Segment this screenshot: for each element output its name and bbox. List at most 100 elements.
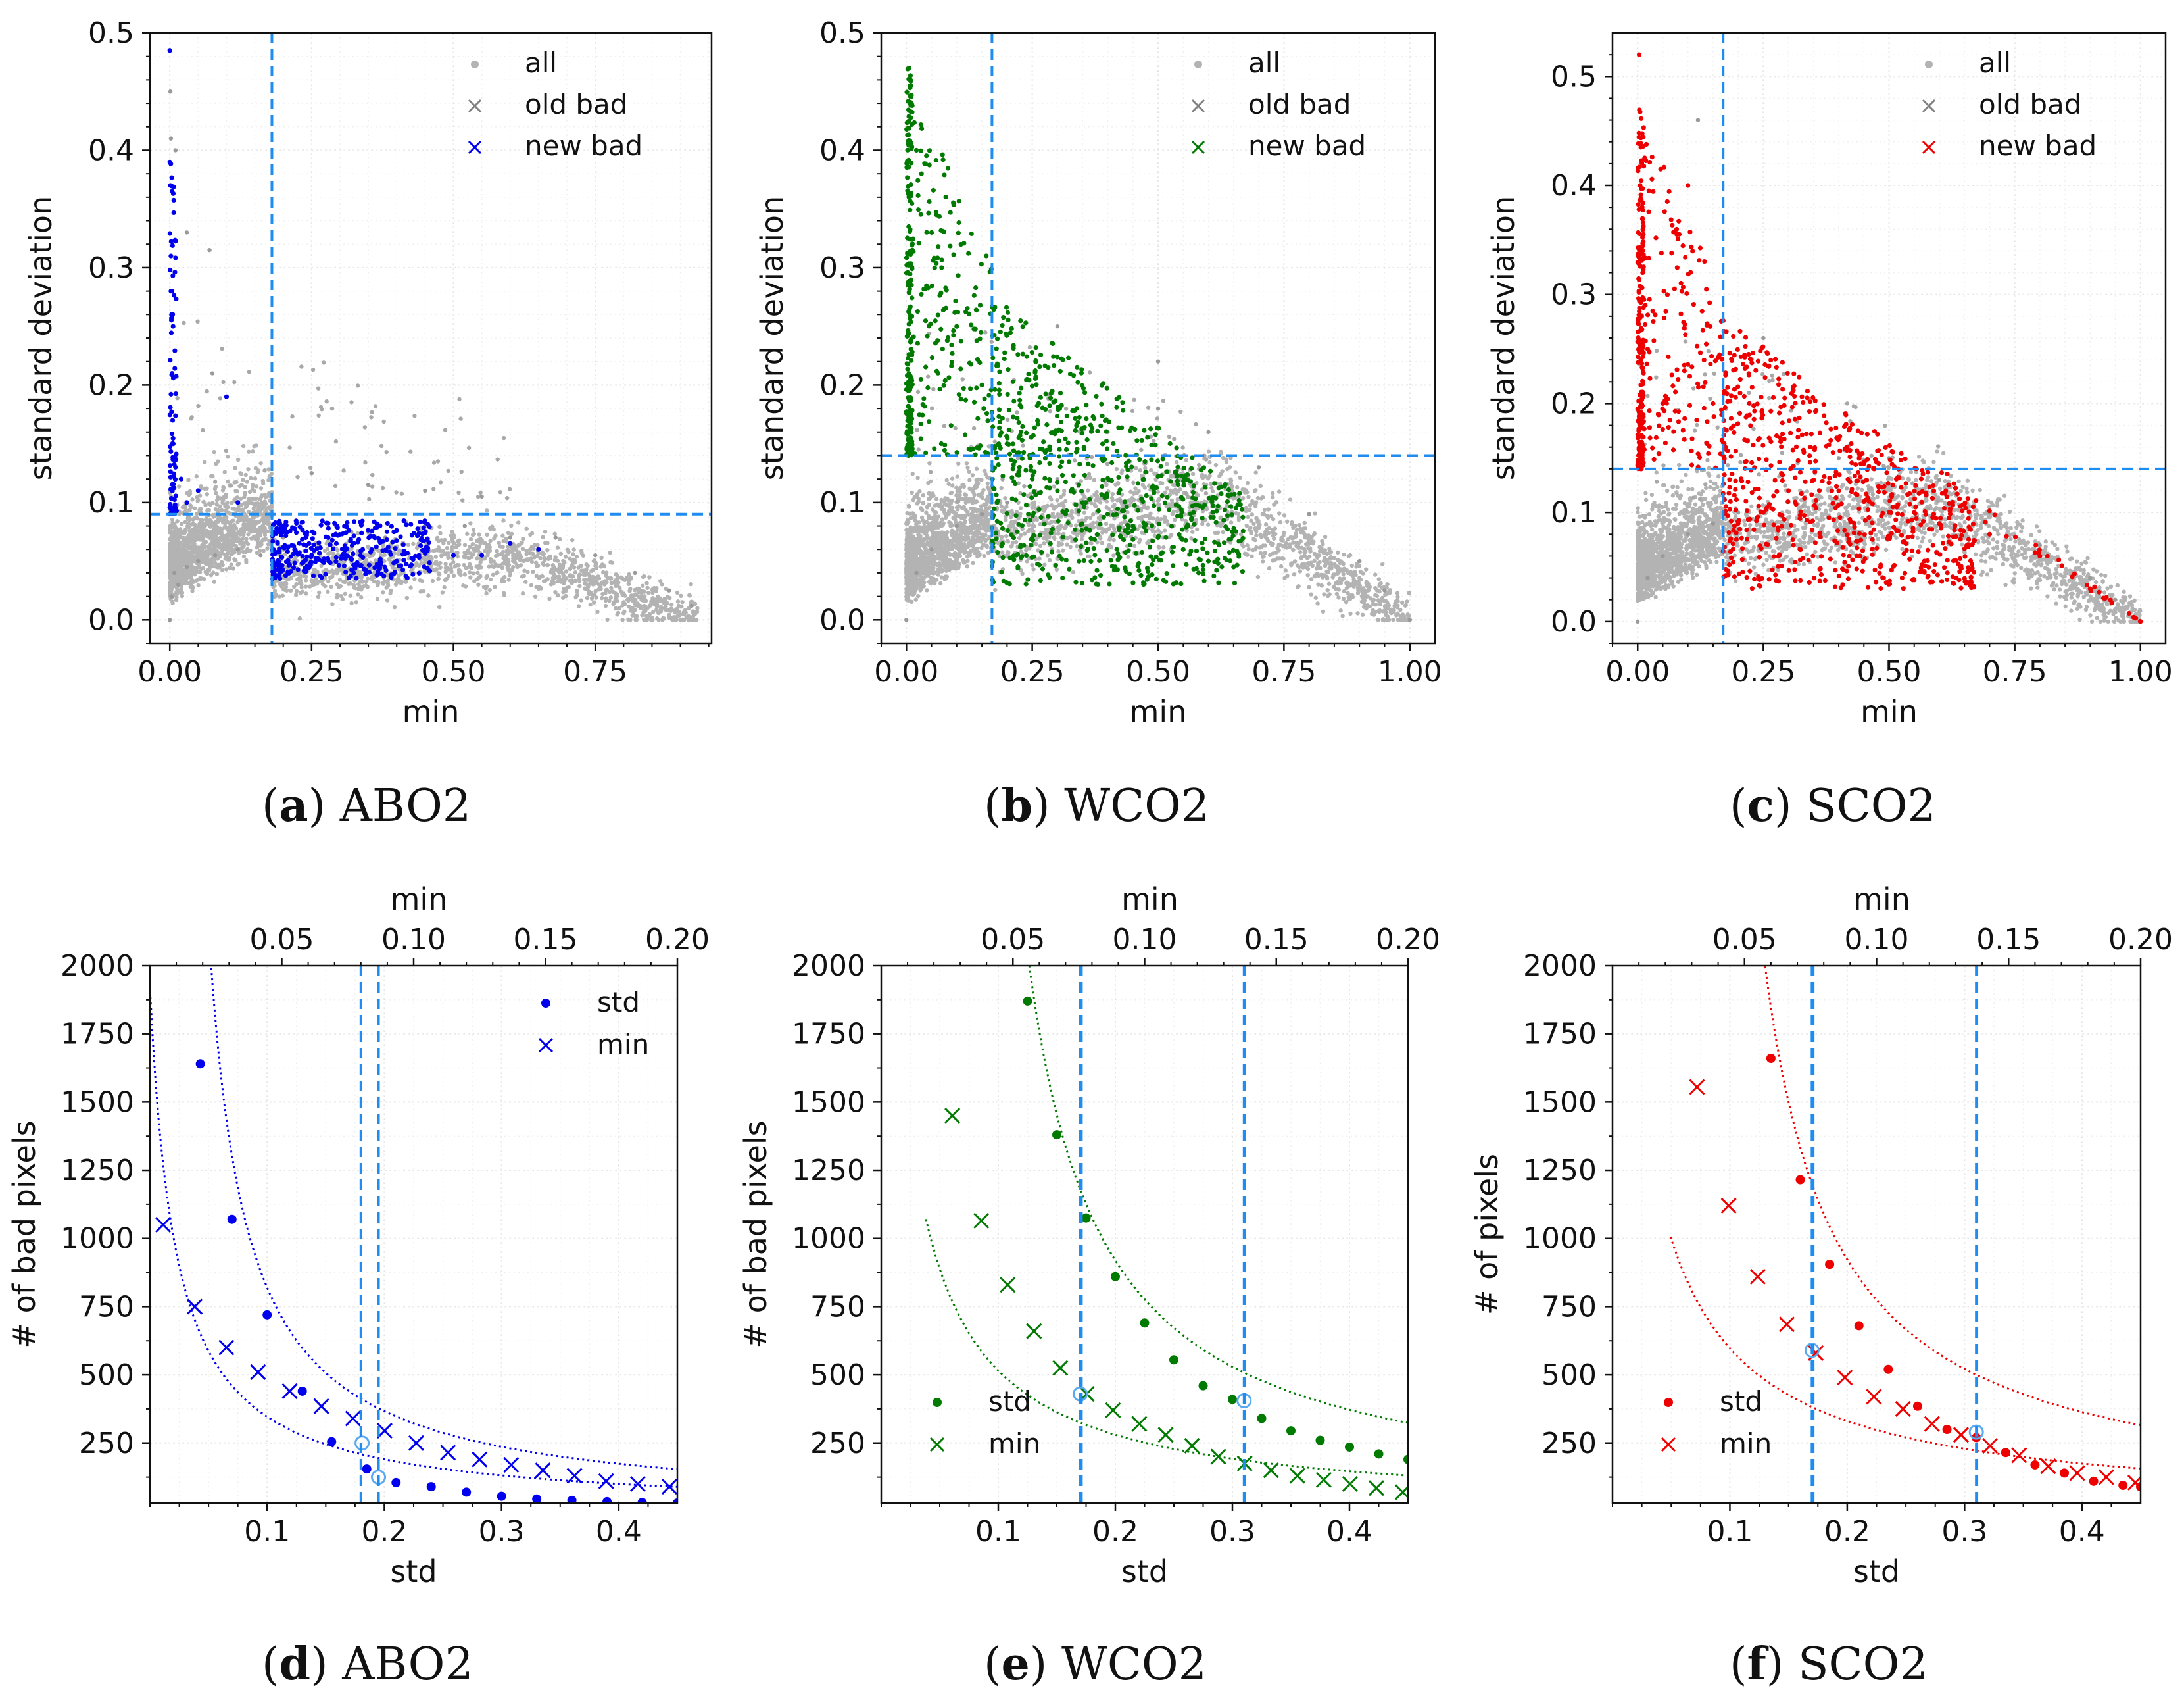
data-point-all: [488, 538, 493, 543]
data-point-all: [938, 566, 942, 570]
data-point-all: [506, 578, 511, 582]
data-point-new-bad: [383, 548, 389, 553]
data-point-new-bad: [293, 548, 298, 553]
x-axis-label: min: [402, 694, 460, 729]
data-point-all: [525, 551, 530, 556]
data-point-new-bad: [235, 500, 241, 505]
data-point-all: [462, 543, 468, 547]
data-point-all: [942, 559, 948, 564]
data-point-all: [984, 502, 989, 507]
data-point-all: [201, 558, 205, 562]
data-point-all: [692, 601, 698, 606]
data-point-all: [318, 405, 324, 410]
data-point-all: [355, 531, 360, 536]
data-point-all: [176, 582, 181, 587]
data-point-all: [488, 556, 493, 562]
data-point-all: [1110, 491, 1115, 497]
data-point-new-bad: [320, 558, 325, 564]
data-point-all: [493, 585, 497, 589]
data-point-all: [340, 597, 345, 602]
data-point-all: [986, 444, 991, 449]
data-point-all: [566, 585, 571, 589]
data-point-all: [367, 497, 372, 502]
data-point-new-bad: [184, 500, 189, 505]
data-point-all: [938, 581, 943, 586]
data-point-all: [1044, 527, 1049, 532]
data-point-all: [592, 600, 596, 605]
data-point-all: [192, 506, 197, 510]
data-point-all: [255, 550, 260, 555]
data-point-all: [210, 512, 215, 518]
data-point-all: [208, 564, 213, 569]
data-point-all: [1090, 512, 1096, 517]
data-point-all: [241, 549, 246, 555]
data-point-new-bad: [172, 503, 178, 509]
data-point-new-bad: [349, 556, 354, 561]
data-point-all: [182, 551, 187, 556]
data-point-all: [929, 515, 934, 520]
data-point-all: [528, 532, 533, 537]
data-point-new-bad: [172, 366, 178, 371]
y-axis: 0.00.10.20.30.40.5: [88, 16, 150, 644]
data-point-all: [378, 553, 383, 558]
data-point-all: [174, 530, 179, 535]
data-point-all: [422, 555, 427, 559]
data-point-all: [641, 583, 645, 588]
data-point-all: [682, 618, 687, 622]
data-point-new-bad: [383, 568, 389, 573]
data-point-all: [195, 516, 200, 521]
data-point-all: [1294, 528, 1299, 532]
data-point-all: [518, 556, 522, 561]
data-point-all: [359, 595, 364, 600]
data-point-all: [203, 460, 207, 464]
data-point-all: [384, 449, 389, 455]
data-point-all: [194, 474, 199, 479]
data-point-all: [495, 457, 500, 462]
data-point-all: [538, 574, 543, 580]
data-point-all: [244, 560, 249, 565]
data-point-all: [194, 537, 199, 542]
data-point-all: [186, 568, 191, 572]
data-point-all: [568, 566, 573, 571]
data-point-all: [960, 482, 965, 487]
data-point-all: [339, 593, 343, 599]
data-point-new-bad: [304, 554, 310, 559]
data-point-all: [505, 566, 510, 570]
data-point-new-bad: [172, 485, 177, 491]
data-point-all: [592, 558, 597, 563]
data-point-new-bad: [479, 553, 485, 558]
data-point-all: [461, 583, 466, 588]
data-point-new-bad: [304, 563, 310, 569]
data-point-all: [243, 539, 249, 545]
data-point-all: [295, 474, 300, 480]
data-point-all: [1238, 532, 1244, 537]
data-point-all: [654, 605, 660, 609]
data-point-all: [215, 549, 220, 555]
data-point-all: [910, 576, 915, 581]
data-point-all: [948, 558, 952, 562]
data-point-all: [545, 562, 550, 568]
data-point-new-bad: [168, 318, 174, 323]
data-point-all: [1395, 591, 1400, 595]
data-point-all: [667, 595, 672, 601]
data-point-all: [924, 533, 929, 538]
data-point-all: [335, 595, 339, 600]
data-point-all: [929, 528, 934, 533]
data-point-all: [640, 613, 644, 618]
data-point-all: [341, 468, 346, 473]
data-point-all: [922, 530, 927, 535]
data-point-all: [466, 564, 472, 569]
data-point-all: [501, 579, 506, 584]
data-point-all: [462, 562, 466, 568]
data-point-new-bad: [385, 545, 391, 550]
data-point-all: [238, 496, 243, 501]
data-point-all: [918, 550, 923, 555]
data-point-all: [478, 490, 483, 495]
data-point-all: [933, 514, 938, 518]
data-point-all: [260, 518, 264, 522]
data-point-all: [975, 513, 979, 518]
data-point-all: [214, 498, 220, 503]
data-point-all: [529, 583, 534, 587]
data-point-all: [253, 534, 258, 539]
